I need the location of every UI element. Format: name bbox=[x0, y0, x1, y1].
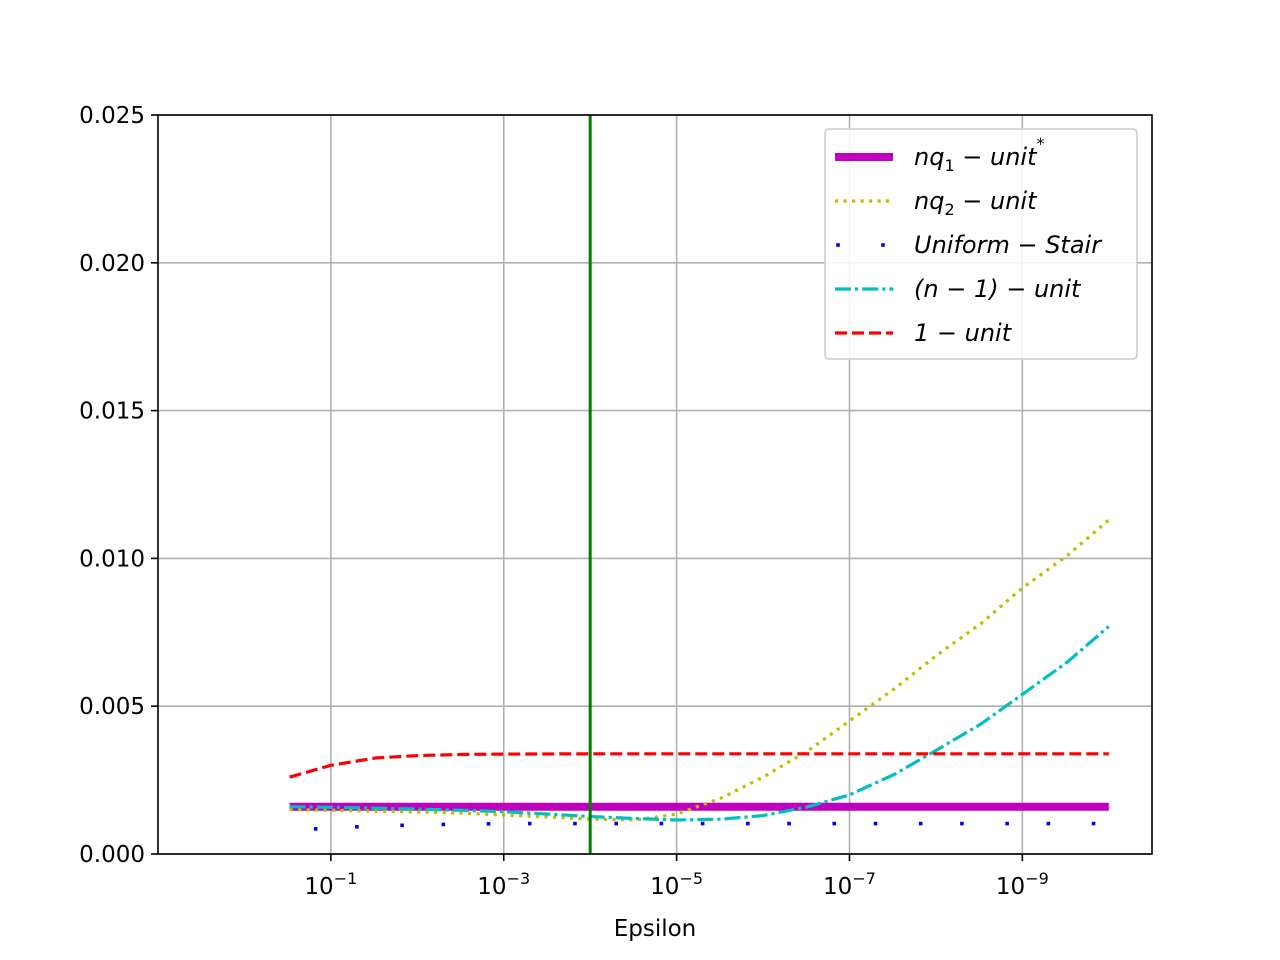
x-tick-label: 10−9 bbox=[996, 869, 1049, 900]
x-tick-label: 10−1 bbox=[304, 869, 357, 900]
data-point-uniform-stair bbox=[313, 827, 318, 831]
data-point-uniform-stair bbox=[1046, 821, 1051, 826]
legend-label-0: nq1 − unit* bbox=[914, 134, 1045, 175]
data-point-uniform-stair bbox=[355, 825, 359, 829]
data-point-uniform-stair bbox=[960, 821, 964, 826]
legend-label-3: (n − 1) − unit bbox=[914, 275, 1082, 303]
data-point-uniform-stair bbox=[441, 822, 446, 827]
data-point-uniform-stair bbox=[918, 821, 923, 826]
legend: nq1 − unit* nq2 − unit Uniform − Stair (n −… bbox=[824, 128, 1138, 360]
x-tick-label: 10−7 bbox=[823, 869, 876, 900]
y-tick-label: 0.020 bbox=[79, 251, 145, 277]
series-line-1 bbox=[289, 518, 1110, 822]
y-tick-label: 0.025 bbox=[79, 103, 145, 129]
legend-swatch-uniform-stair bbox=[836, 243, 840, 247]
data-point-uniform-stair bbox=[486, 822, 491, 826]
plot-frame bbox=[157, 114, 1153, 855]
y-tick-label: 0.005 bbox=[79, 694, 145, 720]
y-tick-label: 0.000 bbox=[79, 842, 145, 868]
x-tick-label: 10−3 bbox=[477, 869, 530, 900]
y-tick-label: 0.010 bbox=[79, 546, 145, 572]
data-point-uniform-stair bbox=[787, 821, 791, 826]
legend-label-4: 1 − unit bbox=[914, 319, 1013, 347]
data-point-uniform-stair bbox=[700, 821, 705, 826]
data-point-uniform-stair bbox=[873, 821, 878, 826]
data-point-uniform-stair bbox=[1005, 821, 1009, 826]
x-axis-label: Epsilon bbox=[614, 916, 697, 942]
x-tick-label: 10−5 bbox=[650, 869, 703, 900]
legend-box bbox=[824, 128, 1138, 360]
series-line-3 bbox=[289, 625, 1110, 822]
series-layer bbox=[289, 518, 1110, 831]
y-tick-label: 0.015 bbox=[79, 399, 145, 425]
data-point-uniform-stair bbox=[614, 821, 618, 826]
legend-label-1: nq2 − unit bbox=[914, 187, 1038, 219]
data-point-uniform-stair bbox=[659, 821, 664, 826]
data-point-uniform-stair bbox=[832, 821, 837, 826]
tick-layer: 10−1 10−3 10−5 10−7 10−9 0.000 0.005 0.010 0.015… bbox=[79, 103, 1049, 900]
data-point-uniform-stair bbox=[527, 821, 532, 826]
data-point-uniform-stair bbox=[746, 821, 750, 826]
data-point-uniform-stair bbox=[400, 823, 404, 828]
data-point-uniform-stair bbox=[1091, 821, 1096, 826]
legend-swatch-uniform-stair bbox=[881, 243, 885, 247]
legend-label-2: Uniform − Stair bbox=[914, 231, 1103, 259]
series-line-4 bbox=[289, 752, 1109, 779]
data-point-uniform-stair bbox=[573, 821, 577, 826]
